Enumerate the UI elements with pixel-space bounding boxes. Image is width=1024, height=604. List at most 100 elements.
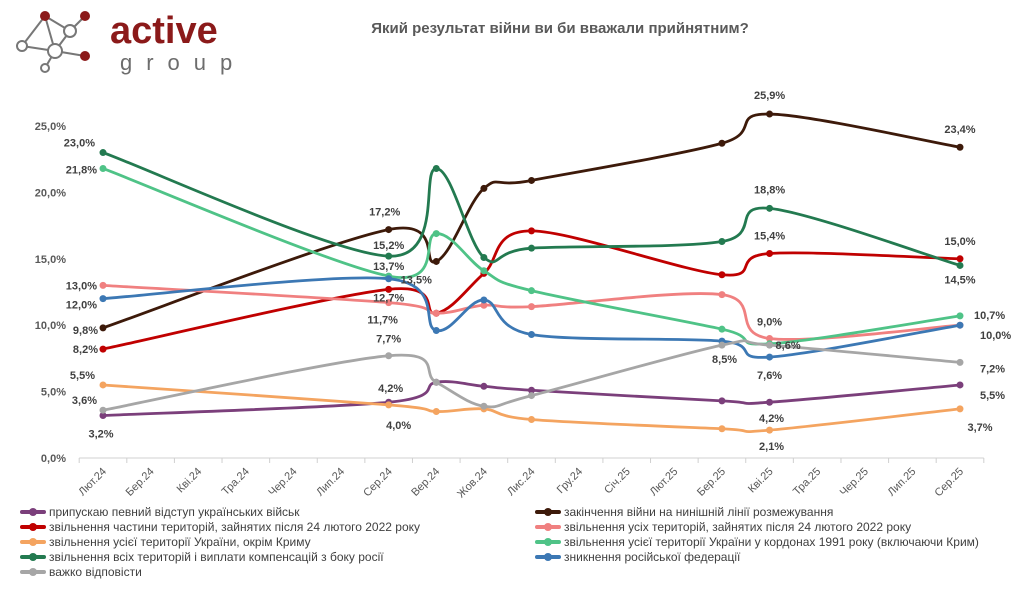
data-point xyxy=(528,227,535,235)
data-label: 4,2% xyxy=(378,383,403,395)
x-tick-label: Сер.25 xyxy=(933,466,967,500)
data-point xyxy=(480,184,488,192)
x-tick-label: Січ.25 xyxy=(602,466,633,497)
data-label: 13,7% xyxy=(373,261,404,273)
data-label: 3,7% xyxy=(967,422,992,434)
data-point xyxy=(528,386,535,394)
data-point xyxy=(956,261,964,269)
legend-label: звільнення усієї території України у кор… xyxy=(564,535,979,549)
data-point xyxy=(528,392,535,400)
legend-label: закінчення війни на нинішній лінії розме… xyxy=(564,505,834,519)
y-tick-label: 10,0% xyxy=(35,320,66,332)
data-label: 5,5% xyxy=(980,390,1005,402)
y-tick-label: 25,0% xyxy=(35,121,66,133)
x-tick-label: Бер.25 xyxy=(695,466,728,499)
data-label: 21,8% xyxy=(66,164,97,176)
data-point xyxy=(480,267,488,275)
data-point xyxy=(432,378,440,386)
data-label: 14,5% xyxy=(944,274,975,286)
legend-item: важко відповісти xyxy=(20,565,142,579)
x-tick-label: Кві.24 xyxy=(175,466,205,496)
data-point xyxy=(480,253,488,261)
data-point xyxy=(956,143,964,151)
data-label: 23,4% xyxy=(944,124,975,136)
data-point xyxy=(99,345,107,353)
legend-swatch xyxy=(535,523,561,531)
data-point xyxy=(385,252,393,260)
data-label: 9,8% xyxy=(73,325,98,337)
data-point xyxy=(385,275,393,283)
x-tick-label: Сер.24 xyxy=(361,466,395,500)
data-point xyxy=(766,341,774,349)
x-tick-label: Кві.25 xyxy=(746,466,776,496)
active-group-logo: active group xyxy=(16,10,246,75)
data-label: 13,0% xyxy=(66,280,97,292)
data-label: 10,0% xyxy=(980,330,1011,342)
data-label: 15,4% xyxy=(754,230,785,242)
data-label: 10,7% xyxy=(974,310,1005,322)
data-point xyxy=(99,381,107,389)
data-point xyxy=(432,257,440,265)
data-label: 5,5% xyxy=(70,370,95,382)
data-point xyxy=(99,406,107,414)
data-point xyxy=(956,405,964,413)
data-point xyxy=(766,426,774,434)
x-tick-label: Тра.24 xyxy=(220,466,252,498)
legend-swatch xyxy=(20,553,46,561)
data-label: 8,6% xyxy=(776,340,801,352)
data-point xyxy=(956,381,964,389)
data-label: 15,2% xyxy=(373,240,404,252)
data-point xyxy=(385,299,393,307)
svg-text:group: group xyxy=(120,50,246,75)
data-label: 12,7% xyxy=(373,292,404,304)
data-point xyxy=(766,110,774,118)
data-point xyxy=(528,287,535,295)
data-point xyxy=(718,139,726,147)
legend-item: припускаю певний відступ українських вій… xyxy=(20,505,300,519)
data-point xyxy=(528,415,535,423)
x-tick-label: Лип.25 xyxy=(886,466,919,499)
data-point xyxy=(385,285,393,293)
legend-swatch xyxy=(20,538,46,546)
legend-swatch xyxy=(20,508,46,516)
legend-item: звільнення усіх територій, зайнятих післ… xyxy=(535,520,911,534)
data-label: 7,6% xyxy=(757,370,782,382)
legend-label: звільнення всіх територій і виплати комп… xyxy=(49,550,384,564)
data-point xyxy=(99,281,107,289)
y-tick-label: 5,0% xyxy=(41,387,66,399)
data-point xyxy=(718,397,726,405)
x-tick-label: Лис.24 xyxy=(505,466,538,499)
data-label: 9,0% xyxy=(757,316,782,328)
data-point xyxy=(766,334,774,342)
data-point xyxy=(432,327,440,335)
data-point xyxy=(766,398,774,406)
data-label: 3,2% xyxy=(88,429,113,441)
legend-swatch xyxy=(20,568,46,576)
data-label: 8,5% xyxy=(712,354,737,366)
x-tick-label: Лют.25 xyxy=(648,466,681,499)
data-point xyxy=(432,408,440,416)
data-point xyxy=(432,230,440,238)
series-line xyxy=(102,339,961,412)
series-line xyxy=(102,167,961,346)
x-tick-label: Чер.24 xyxy=(266,466,299,499)
data-point xyxy=(956,358,964,366)
data-point xyxy=(528,330,535,338)
legend-swatch xyxy=(535,538,561,546)
data-label: 2,1% xyxy=(759,441,784,453)
data-point xyxy=(718,291,726,299)
legend-item: звільнення усієї території України у кор… xyxy=(535,535,979,549)
data-label: 4,0% xyxy=(386,420,411,432)
x-tick-label: Лют.24 xyxy=(76,466,109,499)
data-point xyxy=(385,401,393,409)
data-point xyxy=(528,244,535,252)
data-label: 13,5% xyxy=(401,275,432,287)
legend-item: зникнення російської федерації xyxy=(535,550,740,564)
data-point xyxy=(718,425,726,433)
data-point xyxy=(385,352,393,360)
legend-label: зникнення російської федерації xyxy=(564,550,741,564)
data-point xyxy=(99,324,107,332)
x-tick-label: Тра.25 xyxy=(791,466,823,498)
x-tick-label: Вер.24 xyxy=(409,466,442,499)
data-point xyxy=(718,238,726,246)
